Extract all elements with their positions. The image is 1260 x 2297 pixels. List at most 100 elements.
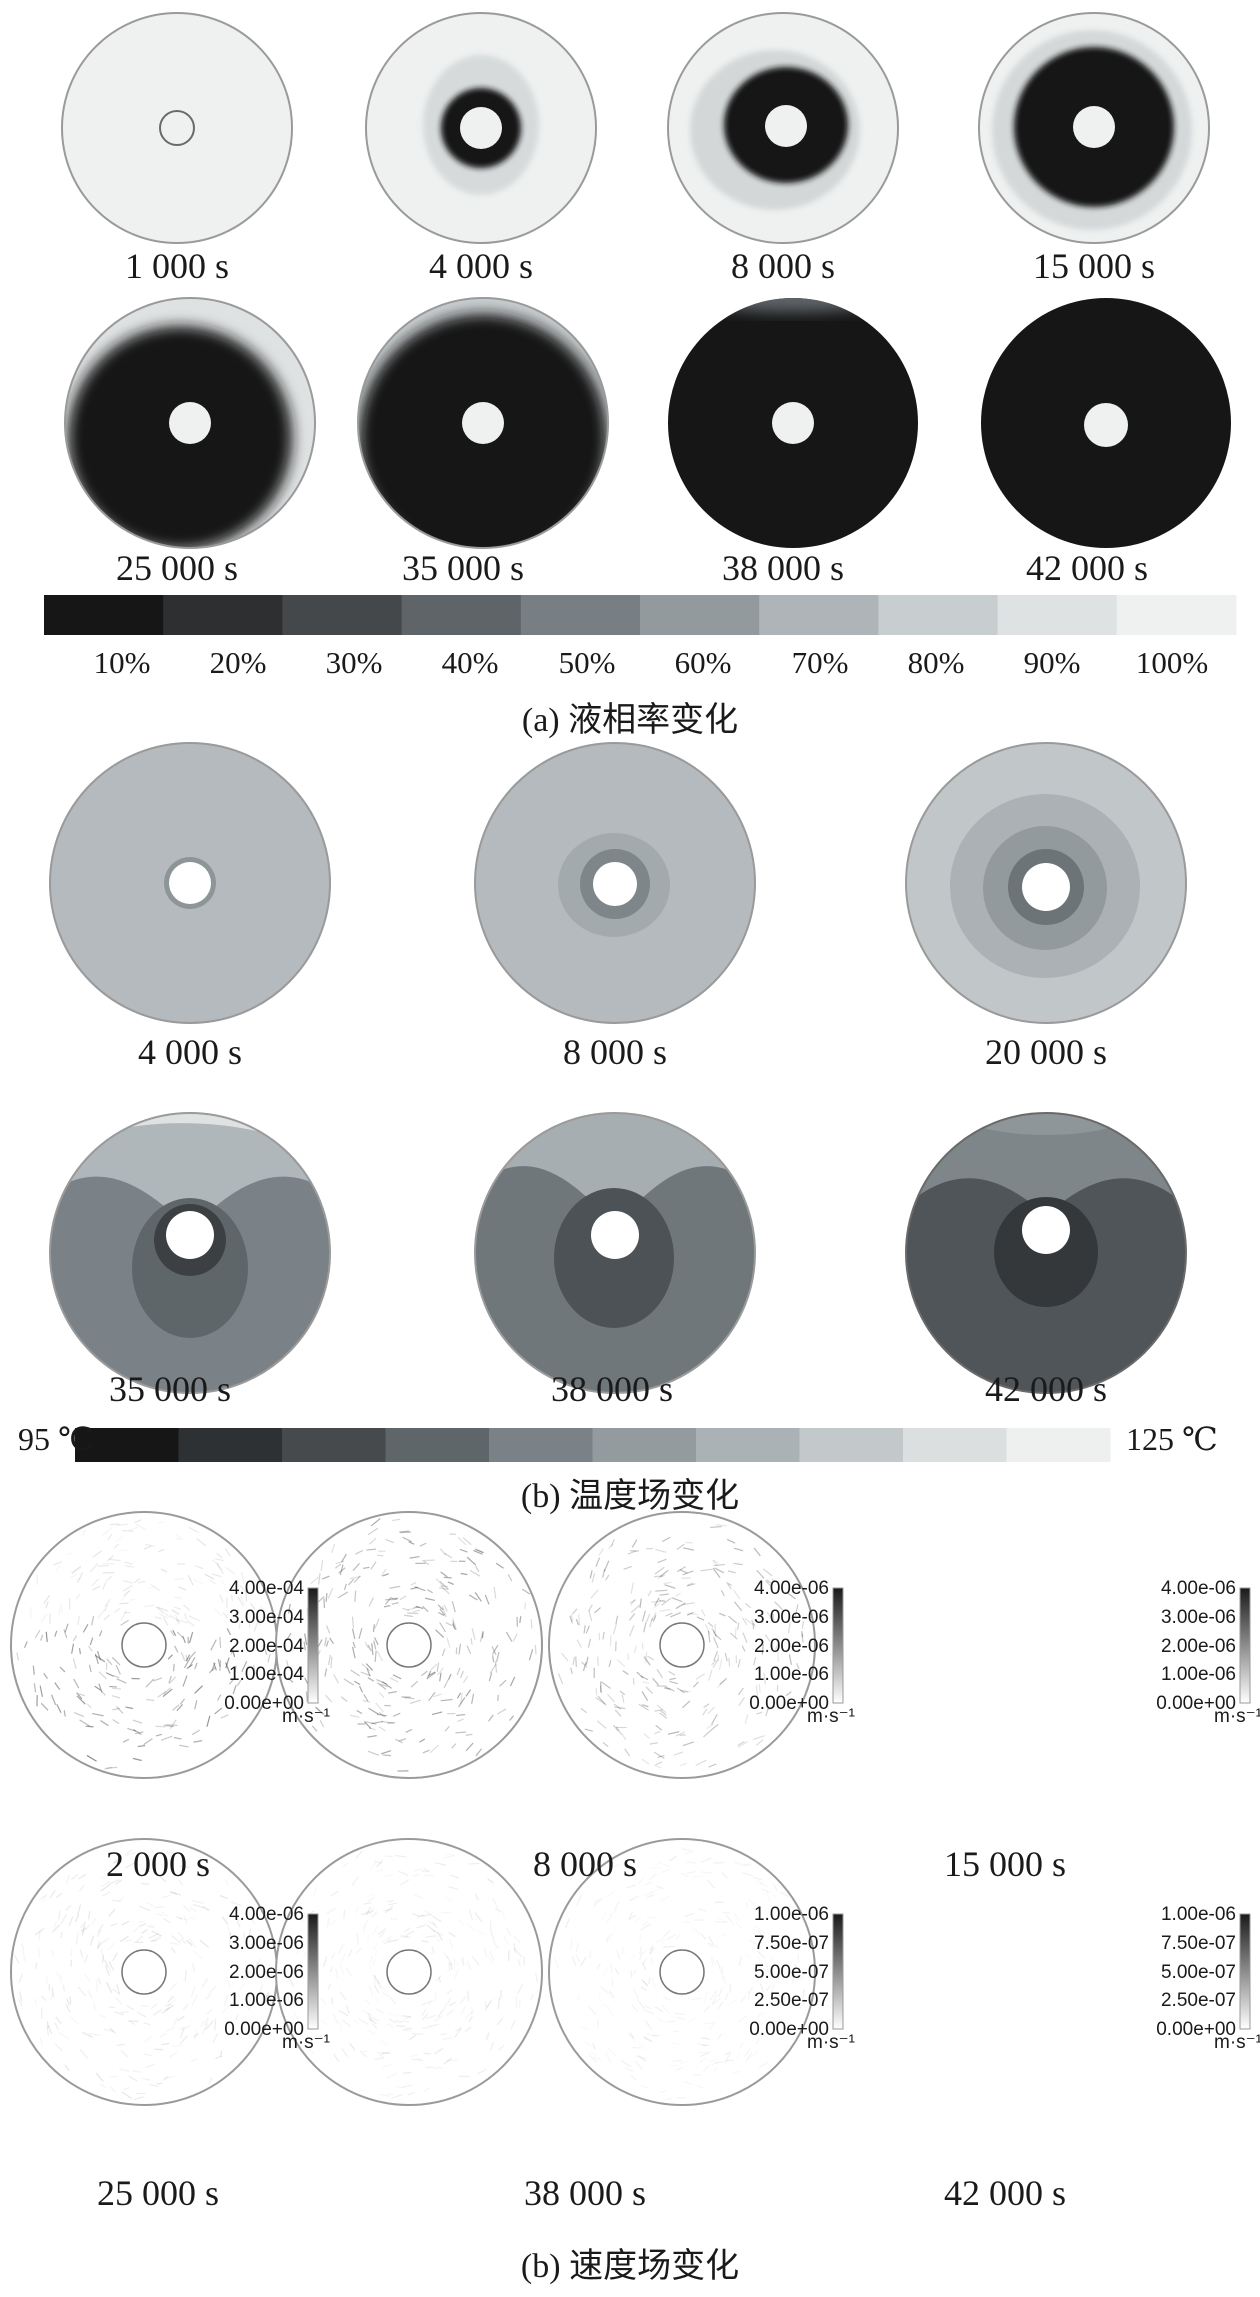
liquid-fraction-time-label: 1 000 s: [124, 246, 229, 286]
velocity-unit: m·s⁻¹: [806, 1706, 856, 1727]
temperature-time-label: 20 000 s: [984, 1032, 1107, 1072]
temperature-swatch: [385, 1428, 490, 1462]
legend-tick: 90%: [1023, 645, 1081, 680]
temperature-time-label: 38 000 s: [550, 1369, 673, 1409]
velocity-scale-tick: 2.00e-06: [1160, 1635, 1236, 1657]
velocity-vector-map: [548, 1838, 816, 2106]
velocity-time-label: 2 000 s: [105, 1844, 210, 1884]
velocity-scale-tick: 2.50e-07: [753, 1990, 829, 2012]
temperature-scale-bar: [75, 1428, 1111, 1462]
liquid-fraction-time-label: 4 000 s: [428, 246, 533, 286]
velocity-unit: m·s⁻¹: [1213, 1706, 1260, 1727]
velocity-scale-tick: 7.50e-07: [753, 1932, 829, 1954]
temperature-swatch: [903, 1428, 1007, 1462]
liquid-fraction-time-label: 8 000 s: [730, 246, 835, 286]
temperature-time-label: 35 000 s: [108, 1369, 231, 1409]
legend-swatch: [401, 595, 522, 635]
temperature-swatch: [489, 1428, 593, 1462]
temperature-map-42000s: [905, 1112, 1187, 1394]
liquid-fraction-map-25000s: [64, 297, 316, 549]
velocity-scale-tick: 3.00e-06: [228, 1932, 304, 1954]
temperature-time-label: 4 000 s: [137, 1032, 242, 1072]
velocity-scale-tick: 3.00e-06: [753, 1606, 829, 1628]
velocity-unit: m·s⁻¹: [281, 1706, 331, 1727]
legend-swatch: [878, 595, 999, 635]
temperature-map-38000s: [474, 1112, 756, 1394]
legend-swatch: [640, 595, 760, 635]
velocity-scale-tick: 1.00e-04: [228, 1664, 304, 1686]
temperature-time-label: 8 000 s: [562, 1032, 667, 1072]
temperature-map-20000s: [905, 742, 1187, 1024]
legend-tick: 100%: [1135, 645, 1209, 680]
liquid-fraction-map-42000s: [981, 298, 1231, 548]
velocity-color-bar: [832, 1913, 844, 2030]
velocity-scale-tick: 1.00e-06: [228, 1990, 304, 2012]
velocity-scale-tick: 5.00e-07: [753, 1961, 829, 1983]
velocity-vector-map: [10, 1511, 278, 1779]
velocity-color-bar: [832, 1587, 844, 1704]
velocity-time-label: 15 000 s: [943, 1844, 1066, 1884]
temperature-scale-min: 95 ℃: [18, 1421, 94, 1457]
liquid-fraction-time-label: 25 000 s: [115, 548, 238, 588]
velocity-scale-tick: 4.00e-04: [228, 1578, 304, 1599]
velocity-scale-tick: 3.00e-04: [228, 1606, 304, 1628]
velocity-scale-tick: 1.00e-06: [753, 1664, 829, 1686]
velocity-scale-tick: 0.00e+00: [224, 1693, 304, 1714]
liquid-fraction-map-38000s: [668, 298, 918, 548]
temperature-map-8000s: [474, 742, 756, 1024]
temperature-swatch: [592, 1428, 697, 1462]
legend-swatch: [163, 595, 283, 635]
legend-swatch: [520, 595, 641, 635]
velocity-color-bar: [307, 1913, 319, 2030]
velocity-unit: m·s⁻¹: [281, 2032, 331, 2053]
liquid-fraction-legend-bar: [44, 595, 1237, 635]
liquid-fraction-map-1000s: [61, 12, 293, 244]
velocity-scale: 4.00e-04 3.00e-04 2.00e-04 1.00e-04 0.00e+00…: [208, 1578, 330, 1743]
velocity-scale-tick: 0.00e+00: [749, 2019, 829, 2040]
legend-tick: 50%: [558, 645, 616, 680]
legend-tick: 70%: [791, 645, 849, 680]
velocity-vector-map: [275, 1838, 543, 2106]
panel-a-caption: (a) 液相率变化: [521, 702, 739, 739]
temperature-swatch: [696, 1428, 800, 1462]
legend-tick: 80%: [907, 645, 965, 680]
legend-tick: 60%: [674, 645, 732, 680]
velocity-time-label: 38 000 s: [523, 2173, 646, 2213]
velocity-scale-tick: 1.00e-06: [1160, 1664, 1236, 1686]
velocity-scale: 4.00e-06 3.00e-06 2.00e-06 1.00e-06 0.00e+00…: [733, 1578, 855, 1743]
velocity-scale-tick: 0.00e+00: [1156, 2019, 1236, 2040]
velocity-scale-tick: 4.00e-06: [753, 1578, 829, 1599]
velocity-unit: m·s⁻¹: [1213, 2032, 1260, 2053]
velocity-scale: 4.00e-06 3.00e-06 2.00e-06 1.00e-06 0.00e+00…: [208, 1904, 330, 2069]
liquid-fraction-panel: [44, 12, 1237, 635]
legend-tick: 20%: [209, 645, 267, 680]
velocity-scale: 1.00e-06 7.50e-07 5.00e-07 2.50e-07 0.00e+00…: [733, 1904, 855, 2069]
velocity-scale-tick: 0.00e+00: [224, 2019, 304, 2040]
velocity-scale-tick: 3.00e-06: [1160, 1606, 1236, 1628]
velocity-scale: 1.00e-06 7.50e-07 5.00e-07 2.50e-07 0.00e+00…: [1140, 1904, 1260, 2069]
legend-swatch: [282, 595, 403, 635]
liquid-fraction-map-35000s: [357, 297, 609, 549]
panel-c-caption: (b) 速度场变化: [520, 2248, 740, 2285]
velocity-scale: 4.00e-06 3.00e-06 2.00e-06 1.00e-06 0.00e+00…: [1140, 1578, 1260, 1743]
temperature-swatch: [799, 1428, 904, 1462]
temperature-swatch: [75, 1428, 179, 1462]
liquid-fraction-map-8000s: [667, 12, 899, 244]
velocity-time-label: 42 000 s: [943, 2173, 1066, 2213]
velocity-scale-tick: 1.00e-06: [753, 1904, 829, 1925]
liquid-fraction-map-4000s: [365, 12, 597, 244]
liquid-fraction-time-label: 35 000 s: [401, 548, 524, 588]
legend-tick: 10%: [93, 645, 151, 680]
velocity-scale-tick: 2.00e-06: [753, 1635, 829, 1657]
velocity-scale-tick: 4.00e-06: [1160, 1578, 1236, 1599]
temperature-panel: [49, 742, 1187, 1462]
velocity-unit: m·s⁻¹: [806, 2032, 856, 2053]
temperature-map-35000s: [49, 1112, 331, 1394]
temperature-map-4000s: [49, 742, 331, 1024]
velocity-scale-tick: 5.00e-07: [1160, 1961, 1236, 1983]
liquid-fraction-map-15000s: [978, 12, 1210, 244]
temperature-swatch: [178, 1428, 283, 1462]
velocity-color-bar: [1239, 1587, 1251, 1704]
temperature-time-label: 42 000 s: [984, 1369, 1107, 1409]
